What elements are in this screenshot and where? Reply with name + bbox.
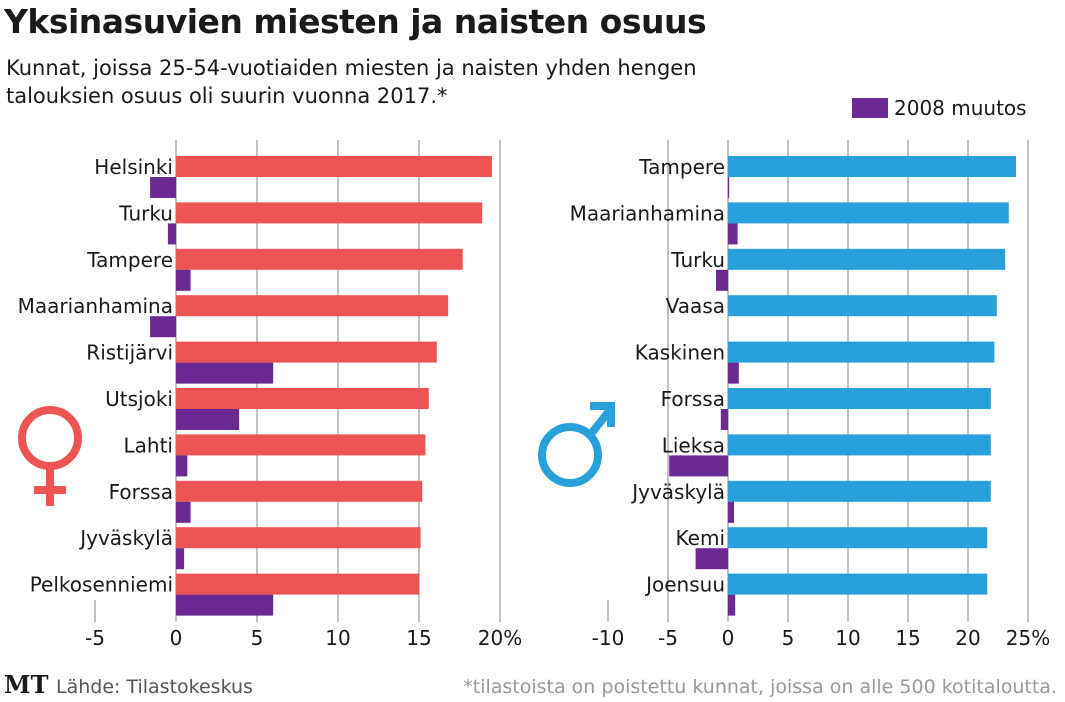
tick-label: -10 <box>592 626 625 650</box>
legend-swatch <box>852 98 888 118</box>
source-text: Lähde: Tilastokeskus <box>56 676 253 698</box>
change-bar <box>176 501 191 523</box>
tick-label: 20 <box>955 626 980 650</box>
bar <box>176 156 492 177</box>
legend: 2008 muutos <box>852 96 1027 120</box>
tick-label: 25% <box>1006 626 1050 650</box>
change-bar <box>716 269 728 291</box>
bar <box>176 202 483 224</box>
bar <box>176 295 449 317</box>
category-label: Helsinki <box>94 155 173 179</box>
male-symbol-arrow-shaft <box>586 407 614 438</box>
category-label: Kemi <box>676 526 725 550</box>
category-label: Utsjoki <box>105 387 173 411</box>
bar <box>728 341 995 363</box>
female-symbol-icon <box>18 406 82 470</box>
change-bar <box>695 548 728 570</box>
change-bar <box>669 455 728 477</box>
bar <box>176 434 426 456</box>
category-label: Maarianhamina <box>570 201 725 225</box>
bar <box>728 480 991 502</box>
tick-label: 15 <box>895 626 920 650</box>
change-bar <box>176 594 274 616</box>
tick-label: 5 <box>782 626 795 650</box>
change-bar <box>728 177 730 198</box>
category-label: Turku <box>118 201 173 225</box>
bar <box>176 527 421 549</box>
male-symbol-icon <box>538 423 602 487</box>
change-bar <box>150 316 176 338</box>
change-bar <box>176 409 240 430</box>
category-label: Joensuu <box>644 573 725 597</box>
change-bar <box>150 177 176 198</box>
tick-label: 0 <box>722 626 735 650</box>
change-bar <box>167 223 176 245</box>
bar <box>728 202 1009 224</box>
tick-label: -5 <box>658 626 678 650</box>
bar <box>176 573 419 595</box>
category-label: Pelkosenniemi <box>30 573 173 597</box>
male-symbol-arrow-head <box>590 402 615 427</box>
change-bar <box>176 548 185 570</box>
chart-subtitle: Kunnat, joissa 25-54-vuotiaiden miesten … <box>6 56 697 108</box>
category-label: Jyväskylä <box>630 480 725 504</box>
tick-label: 20% <box>478 626 522 650</box>
category-label: Tampere <box>86 248 173 272</box>
category-label: Forssa <box>109 480 173 504</box>
category-label: Ristijärvi <box>86 341 173 365</box>
bar <box>728 156 1016 177</box>
change-bar <box>176 455 188 477</box>
change-bar <box>728 223 738 245</box>
tick-label: 0 <box>170 626 183 650</box>
change-bar <box>720 409 728 430</box>
category-label: Jyväskylä <box>78 526 173 550</box>
category-label: Turku <box>670 248 725 272</box>
category-label: Lieksa <box>662 433 725 457</box>
footnote-text: *tilastoista on poistettu kunnat, joissa… <box>463 676 1057 698</box>
bar <box>728 527 988 549</box>
bar <box>728 388 991 409</box>
change-bar <box>176 269 191 291</box>
tick-label: 10 <box>325 626 350 650</box>
bar <box>728 295 997 317</box>
bar <box>728 248 1006 270</box>
tick-label: 15 <box>406 626 431 650</box>
tick-label: -5 <box>85 626 105 650</box>
change-bar <box>728 594 736 616</box>
legend-label: 2008 muutos <box>894 96 1027 120</box>
bar <box>176 480 423 502</box>
category-label: Maarianhamina <box>18 294 173 318</box>
chart-title: Yksinasuvien miesten ja naisten osuus <box>4 2 707 41</box>
category-label: Vaasa <box>666 294 725 318</box>
category-label: Forssa <box>661 387 725 411</box>
change-bar <box>728 362 739 384</box>
bar <box>176 341 437 363</box>
tick-label: 5 <box>251 626 264 650</box>
category-label: Tampere <box>638 155 725 179</box>
tick-label: 10 <box>835 626 860 650</box>
change-bar <box>728 501 734 523</box>
change-bar <box>176 362 274 384</box>
bar <box>176 388 429 409</box>
category-label: Kaskinen <box>635 341 725 365</box>
bar <box>176 248 463 270</box>
category-label: Lahti <box>124 433 173 457</box>
bar <box>728 573 988 595</box>
mt-logo: MT <box>4 670 49 699</box>
bar <box>728 434 991 456</box>
